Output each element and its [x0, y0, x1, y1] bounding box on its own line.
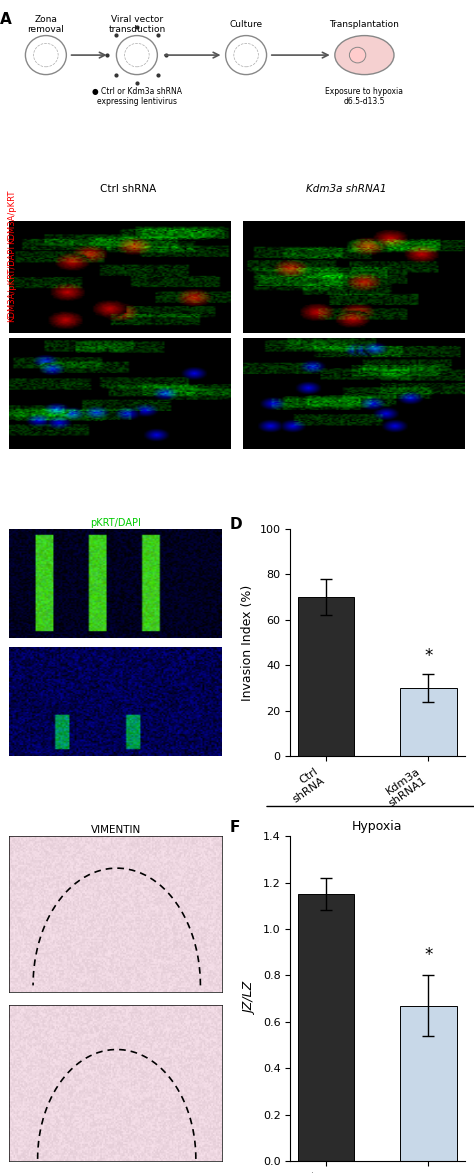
Text: Hypoxia: Hypoxia	[352, 820, 402, 833]
Text: Transplantation: Transplantation	[329, 20, 400, 29]
Text: KDM3A/pKRT: KDM3A/pKRT	[7, 190, 16, 244]
Y-axis label: Invasion Index (%): Invasion Index (%)	[241, 584, 254, 700]
Text: Zona
removal: Zona removal	[27, 15, 64, 34]
Title: VIMENTIN: VIMENTIN	[91, 826, 141, 835]
Text: Ctrl shRNA: Ctrl shRNA	[100, 183, 156, 194]
Text: *: *	[424, 647, 433, 665]
Bar	[298, 894, 355, 1161]
Ellipse shape	[335, 35, 394, 75]
Text: Exposure to hypoxia
d6.5-d13.5: Exposure to hypoxia d6.5-d13.5	[326, 87, 403, 106]
Circle shape	[349, 47, 366, 63]
Text: KDM3A/pKRT/DAPI: KDM3A/pKRT/DAPI	[7, 245, 16, 323]
Bar	[401, 689, 456, 757]
Text: *: *	[424, 945, 433, 964]
Text: Viral vector
transduction: Viral vector transduction	[108, 15, 165, 34]
Text: D: D	[229, 517, 242, 533]
Title: pKRT/DAPI: pKRT/DAPI	[91, 518, 141, 528]
Text: ● Ctrl or Kdm3a shRNA
expressing lentivirus: ● Ctrl or Kdm3a shRNA expressing lentivi…	[92, 87, 182, 106]
Y-axis label: JZ/LZ: JZ/LZ	[244, 983, 257, 1015]
Bar	[298, 597, 355, 757]
Bar	[401, 1005, 456, 1161]
Text: Culture: Culture	[229, 20, 263, 29]
Text: Kdm3a shRNA1: Kdm3a shRNA1	[306, 183, 386, 194]
Text: A: A	[0, 12, 12, 27]
Text: F: F	[229, 820, 240, 835]
